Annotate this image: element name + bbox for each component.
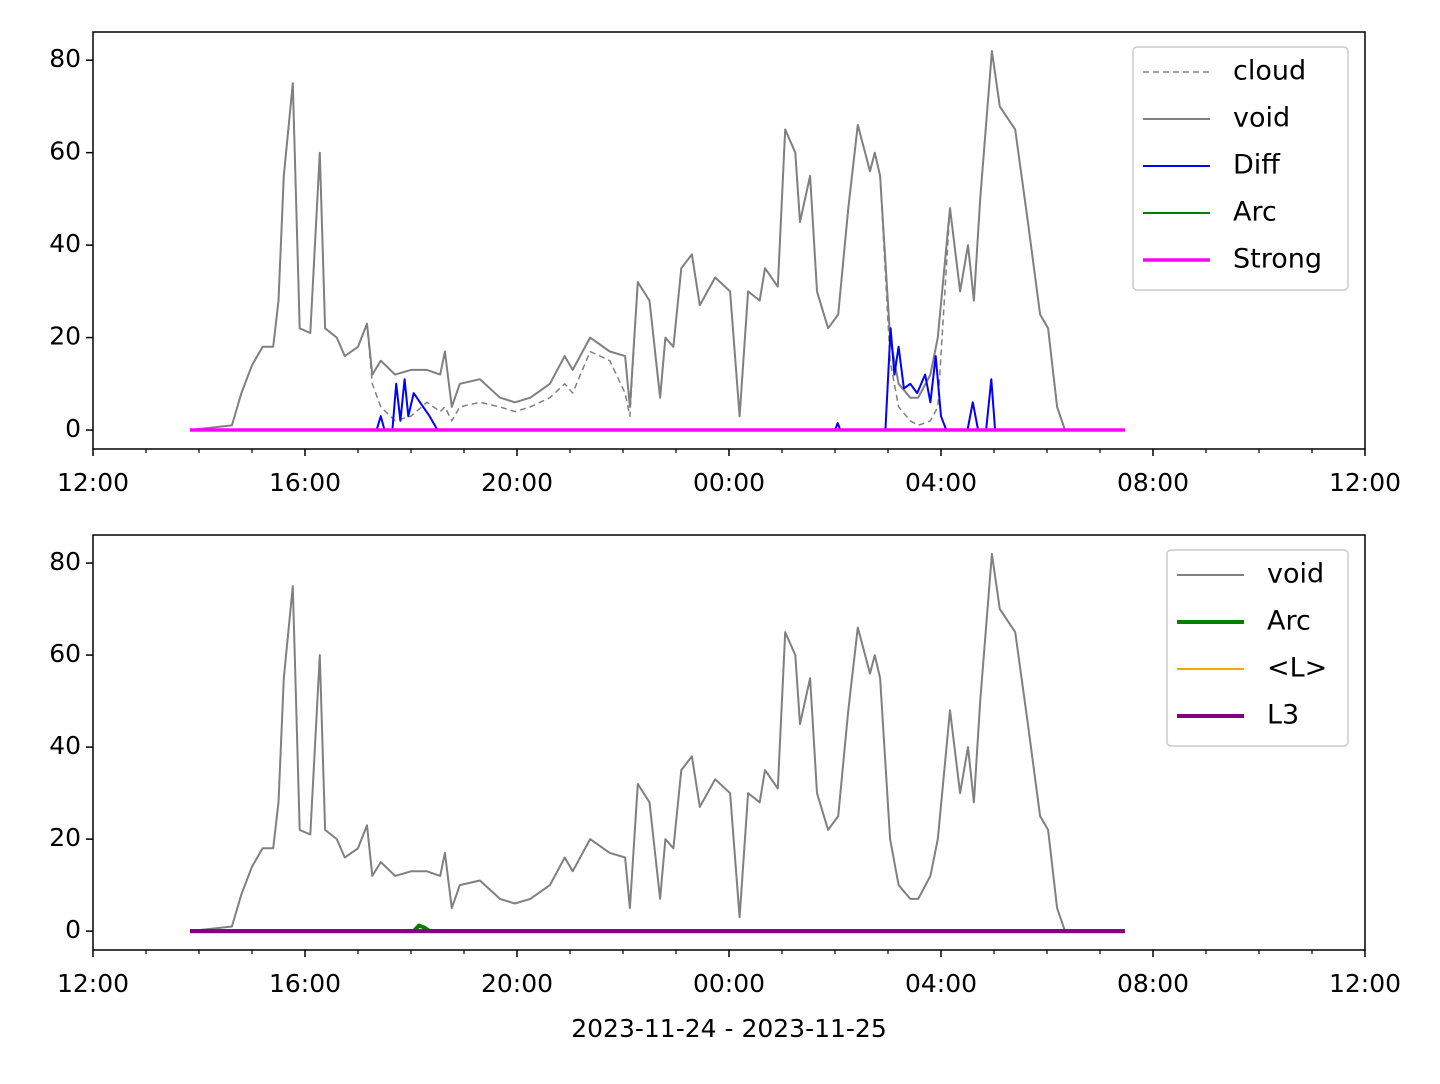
legend-label: cloud [1233,56,1306,87]
x-tick-label: 04:00 [905,969,977,998]
legend-label: void [1267,559,1324,590]
x-tick-label: 12:00 [57,468,129,497]
legend-label: Diff [1233,150,1281,181]
y-tick-label: 60 [49,639,81,668]
x-tick-label: 16:00 [269,969,341,998]
y-tick-label: 20 [49,823,81,852]
legend-label: Strong [1233,244,1322,275]
legend-box [1166,549,1349,747]
series-line [190,327,1125,431]
x-tick-label: 08:00 [1117,468,1189,497]
legend-label: L3 [1267,700,1299,731]
y-tick-label: 40 [49,229,81,258]
x-tick-label: 12:00 [1329,468,1401,497]
x-tick-label: 12:00 [1329,969,1401,998]
axes-frame [92,534,1366,951]
x-tick-label: 16:00 [269,468,341,497]
y-tick-label: 60 [49,137,81,166]
x-tick-label: 00:00 [693,969,765,998]
x-tick-label: 20:00 [481,969,553,998]
x-tick-label: 12:00 [57,969,129,998]
y-tick-label: 40 [49,731,81,760]
y-tick-label: 80 [49,547,81,576]
y-tick-label: 20 [49,322,81,351]
y-tick-label: 80 [49,44,81,73]
legend-label: <L> [1267,653,1327,684]
y-tick-label: 0 [65,915,81,944]
x-tick-label: 00:00 [693,468,765,497]
x-tick-label: 04:00 [905,468,977,497]
series-line [189,50,1125,431]
legend-box [1132,46,1349,291]
series-line [189,50,1125,431]
axes-frame [92,31,1366,450]
legend-label: Arc [1267,606,1311,637]
legend-label: void [1233,103,1290,134]
x-tick-label: 08:00 [1117,969,1189,998]
x-tick-label: 20:00 [481,468,553,497]
series-line [189,552,1125,933]
y-tick-label: 0 [65,414,81,443]
legend-label: Arc [1233,197,1277,228]
x-axis-label: 2023-11-24 - 2023-11-25 [571,1014,887,1043]
